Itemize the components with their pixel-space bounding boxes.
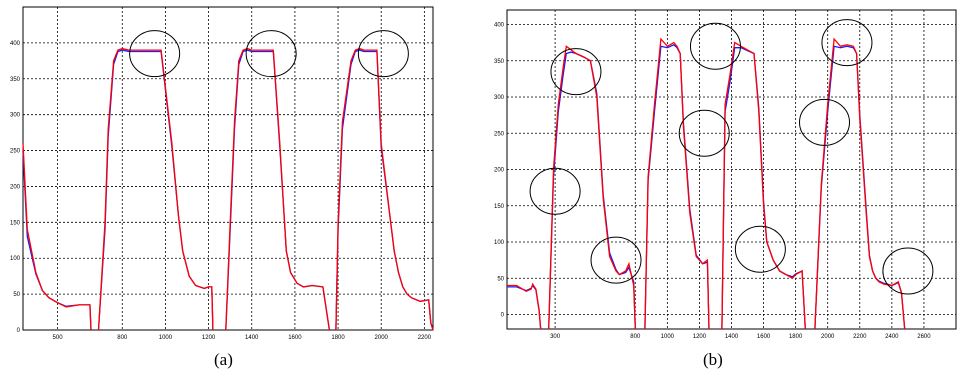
x-tick-label: 1200 bbox=[693, 334, 707, 340]
x-tick-label: 2600 bbox=[917, 334, 931, 340]
annotation-circle bbox=[245, 30, 297, 78]
y-tick-label: 350 bbox=[10, 77, 21, 83]
x-tick-label: 1400 bbox=[725, 334, 739, 340]
series-line-measured bbox=[22, 47, 434, 331]
y-tick-label: 300 bbox=[10, 113, 21, 119]
annotation-circle bbox=[678, 109, 730, 157]
x-tick-label: 1600 bbox=[757, 334, 771, 340]
caption-b: (b) bbox=[703, 350, 723, 369]
y-tick-label: 0 bbox=[17, 328, 21, 334]
x-tick-label: 1400 bbox=[245, 335, 259, 341]
y-tick-label: 400 bbox=[494, 23, 505, 29]
x-tick-label: 1800 bbox=[789, 334, 803, 340]
y-tick-label: 150 bbox=[10, 220, 21, 226]
x-tick-label: 1800 bbox=[331, 335, 345, 341]
series-line-measured bbox=[507, 37, 906, 330]
annotation-circle bbox=[357, 30, 409, 78]
caption-a: (a) bbox=[214, 350, 233, 369]
y-tick-label: 200 bbox=[10, 184, 21, 190]
y-tick-label: 100 bbox=[10, 256, 21, 262]
x-tick-label: 2200 bbox=[418, 335, 432, 341]
plot-frame bbox=[506, 9, 957, 330]
y-tick-label: 150 bbox=[494, 204, 505, 210]
y-tick-label: 300 bbox=[494, 95, 505, 101]
annotation-circle bbox=[129, 30, 181, 78]
y-tick-label: 0 bbox=[501, 313, 505, 319]
x-tick-label: 500 bbox=[53, 335, 64, 341]
annotation-circle bbox=[882, 247, 934, 295]
y-tick-label: 50 bbox=[13, 292, 20, 298]
chart-a-plot: 500 800 1000 1200 1400 1600 1800 2000 2200 0 50 100… bbox=[10, 6, 434, 341]
x-tick-label: 300 bbox=[550, 334, 561, 340]
x-tick-label: 2400 bbox=[885, 334, 899, 340]
annotation-circle bbox=[689, 22, 741, 70]
x-tick-label: 1000 bbox=[159, 335, 173, 341]
x-tick-label: 800 bbox=[117, 335, 128, 341]
y-tick-label: 100 bbox=[494, 240, 505, 246]
annotation-circle bbox=[821, 19, 873, 67]
plot-frame bbox=[22, 6, 434, 331]
series-line-reference bbox=[507, 44, 906, 330]
annotation-circle bbox=[529, 167, 581, 215]
annotation-circle bbox=[590, 236, 642, 284]
y-tick-label: 400 bbox=[10, 41, 21, 47]
x-tick-label: 800 bbox=[630, 334, 641, 340]
x-tick-label: 2000 bbox=[375, 335, 389, 341]
y-tick-label: 50 bbox=[497, 276, 504, 282]
y-tick-label: 250 bbox=[494, 131, 505, 137]
x-tick-label: 1600 bbox=[288, 335, 302, 341]
y-tick-label: 350 bbox=[494, 59, 505, 65]
annotation-circle bbox=[550, 48, 602, 96]
chart-b-plot: 300 800 1000 1200 1400 1600 1800 2000 2200 2400 26… bbox=[494, 9, 957, 340]
y-tick-label: 200 bbox=[494, 168, 505, 174]
x-tick-label: 2200 bbox=[853, 334, 867, 340]
x-tick-label: 1200 bbox=[202, 335, 216, 341]
y-tick-label: 250 bbox=[10, 149, 21, 155]
annotation-circle bbox=[734, 225, 786, 273]
x-tick-label: 1000 bbox=[661, 334, 675, 340]
annotation-circle bbox=[799, 98, 851, 146]
x-tick-label: 2000 bbox=[821, 334, 835, 340]
